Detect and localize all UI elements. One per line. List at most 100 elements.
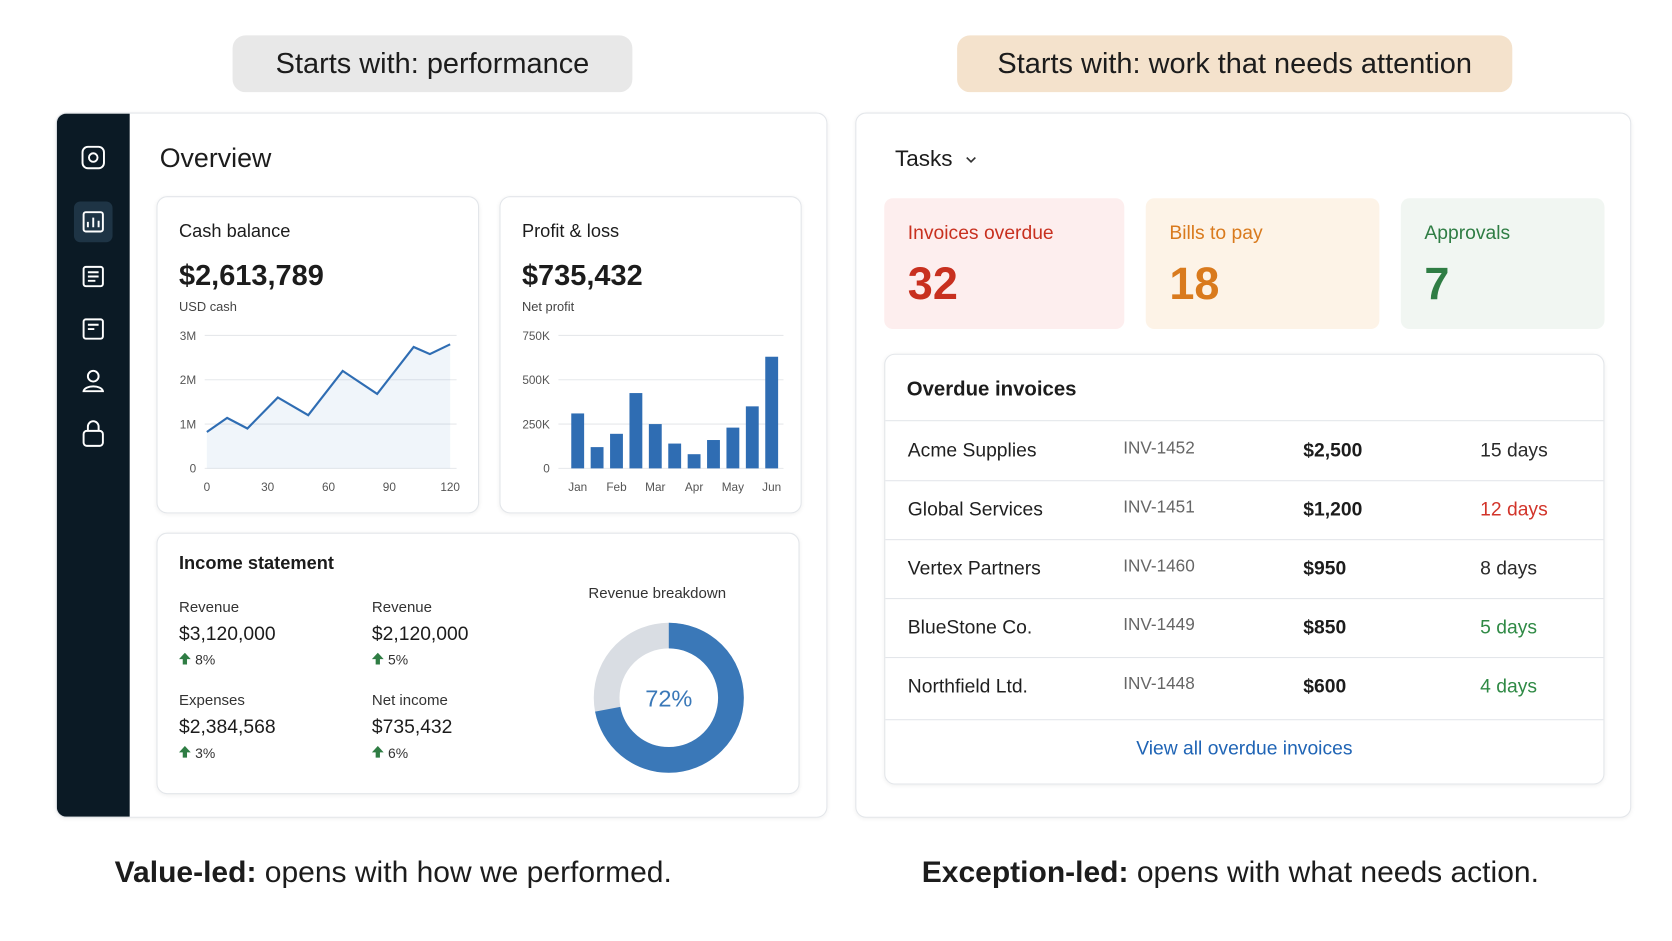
card-title: Income statement [178, 553, 334, 574]
task-count: 32 [907, 258, 958, 309]
tasks-title[interactable]: Tasks [894, 146, 953, 172]
sidebar-icons [73, 145, 113, 447]
icon-reports [86, 217, 100, 228]
card-label: Cash balance [178, 220, 291, 242]
item-label: Revenue [178, 598, 240, 616]
donut-title: Revenue breakdown [588, 584, 727, 602]
up-arrow [371, 652, 384, 665]
dropdown-caret[interactable] [964, 152, 979, 167]
item-amount: $2,384,568 [178, 715, 276, 738]
change-value: 3% [195, 744, 216, 761]
cell: INV-1460 [1123, 557, 1195, 576]
task-card[interactable]: Approvals 7 [1400, 198, 1605, 330]
item-amount: $2,120,000 [371, 622, 469, 645]
cell: INV-1449 [1123, 616, 1195, 635]
x-tick-label: Mar [645, 481, 665, 494]
y-tick-label: 0 [543, 463, 550, 476]
arrow [178, 745, 191, 758]
view-all-link[interactable]: View all overdue invoices [1136, 737, 1353, 759]
card-sub: USD cash [178, 299, 237, 315]
icon-list [87, 271, 99, 282]
bar [687, 454, 701, 469]
caption-bold: Value-led: [114, 855, 257, 889]
item-label: Revenue [371, 598, 432, 616]
cell: Acme Supplies [907, 439, 1037, 461]
line-area [206, 344, 451, 469]
change-value: 6% [387, 744, 409, 761]
donut-label: 72% [645, 685, 692, 711]
card-amount: $2,613,789 [178, 259, 324, 292]
task-label: Invoices overdue [907, 221, 1054, 244]
cell: $950 [1303, 557, 1347, 579]
income-statement-card: Income statement Revenue breakdown 72% Re… [156, 532, 800, 795]
cell: $2,500 [1303, 439, 1363, 461]
card-sub: Net profit [521, 299, 575, 315]
cell: Global Services [907, 498, 1043, 520]
cash-balance-card: Cash balance $2,613,789 USD cash 0 1M 2M 3M… [156, 196, 480, 514]
caret [966, 156, 976, 164]
up-arrow [178, 652, 191, 665]
item-change: 8% [178, 652, 215, 668]
x-tick-label: May [722, 481, 744, 494]
chart: 72% [593, 622, 744, 773]
item-change: 5% [371, 651, 409, 668]
cell: 8 days [1480, 557, 1537, 579]
cell: 5 days [1480, 616, 1537, 638]
cell: 4 days [1480, 675, 1537, 697]
icon-home [87, 152, 99, 163]
bar [610, 433, 623, 469]
icon-invoice [87, 323, 99, 331]
x-tick-label: 120 [440, 481, 460, 494]
item-label: Net income [371, 691, 448, 709]
overview-title: Overview [159, 143, 272, 174]
table-title: Overdue invoices [906, 378, 1077, 401]
cell: BlueStone Co. [907, 616, 1033, 638]
y-tick-label: 1M [180, 418, 196, 431]
divider [885, 420, 1604, 422]
right-caption: Exception-led: opens with what needs act… [922, 855, 1539, 889]
bar [590, 447, 604, 469]
task-count: 18 [1169, 258, 1220, 309]
icon-lock[interactable] [82, 429, 104, 447]
icon-invoice[interactable] [82, 318, 104, 340]
cell: Northfield Ltd. [907, 675, 1028, 697]
caption-text: opens with what needs action. [1136, 855, 1539, 889]
bar [707, 440, 720, 469]
caption-bold: Exception-led: [921, 855, 1129, 889]
card-amount: $735,432 [521, 259, 643, 292]
change-value: 5% [387, 651, 409, 668]
cell: $1,200 [1303, 498, 1363, 520]
x-tick-label: Feb [606, 481, 627, 494]
y-tick-label: 500K [522, 374, 550, 387]
x-tick-label: 90 [383, 481, 397, 494]
icon-list[interactable] [82, 265, 104, 288]
y-tick-label: 250K [522, 418, 550, 431]
arrow [178, 652, 191, 665]
task-label: Approvals [1424, 221, 1511, 244]
task-card[interactable]: Bills to pay 18 [1145, 198, 1380, 330]
cell: INV-1452 [1123, 439, 1195, 458]
x-tick-label: 0 [204, 481, 211, 494]
caption-text: opens with how we performed. [264, 855, 672, 889]
bar [726, 427, 740, 469]
bar [648, 424, 662, 469]
task-label: Bills to pay [1169, 221, 1263, 244]
up-arrow [371, 745, 384, 758]
cell: Vertex Partners [907, 557, 1041, 579]
bar [668, 443, 682, 469]
left-caption: Value-led: opens with how we performed. [115, 855, 672, 889]
left-heading: Starts with: performance [232, 35, 633, 93]
task-card[interactable]: Invoices overdue 32 [884, 198, 1125, 330]
x-tick-label: Jun [762, 481, 781, 494]
item-change: 3% [178, 744, 216, 761]
line [206, 343, 451, 433]
item-amount: $735,432 [371, 715, 453, 738]
up-arrow [178, 745, 191, 758]
x-tick-label: 60 [322, 481, 336, 494]
x-tick-label: 30 [261, 481, 275, 494]
cell: 15 days [1480, 439, 1548, 461]
icon-reports[interactable] [82, 211, 104, 233]
icon-user[interactable] [86, 369, 100, 383]
row-divider [885, 480, 1604, 482]
profit-loss-card: Profit & loss $735,432 Net profit 0 250K 5… [499, 196, 802, 514]
